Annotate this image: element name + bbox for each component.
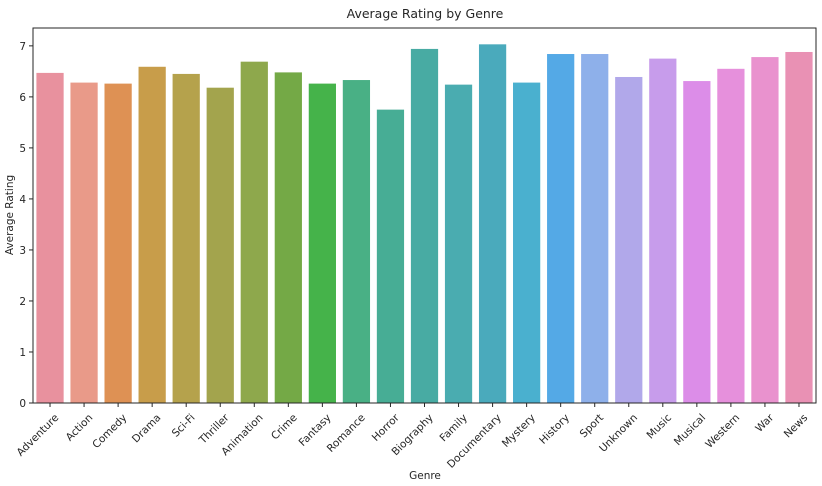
y-axis-ticks: 0 1 2 3 4 5 6 7 [19, 41, 33, 410]
x-tick-label: Family [437, 412, 469, 444]
x-tick-label: Mystery [500, 412, 538, 450]
chart-title: Average Rating by Genre [347, 6, 504, 21]
bar-action [70, 82, 98, 404]
x-tick-label: Sci-Fi [170, 412, 198, 440]
y-tick-label: 3 [19, 245, 26, 257]
x-tick-label: Western [703, 412, 742, 451]
bar-crime [274, 72, 302, 403]
bar-sci-fi [172, 73, 200, 403]
y-tick-label: 7 [19, 41, 26, 53]
x-tick-label: War [753, 411, 776, 434]
bar-family [444, 84, 473, 403]
x-axis-title: Genre [409, 470, 441, 482]
bar-biography [410, 48, 439, 403]
x-tick-label: Music [645, 412, 675, 442]
bar-sport [581, 54, 609, 403]
x-tick-label: Crime [269, 412, 300, 443]
x-tick-label: Drama [130, 412, 164, 446]
bar-news [785, 51, 813, 404]
x-tick-label: Action [64, 412, 96, 444]
x-tick-label: Comedy [90, 412, 129, 451]
bar-western [717, 68, 745, 403]
y-axis-title: Average Rating [4, 175, 16, 255]
x-tick-label: News [782, 412, 811, 441]
bar-history [547, 54, 575, 403]
bars-group [36, 44, 813, 404]
x-tick-label: Horror [370, 411, 403, 444]
bar-romance [342, 80, 371, 403]
x-tick-label: History [537, 412, 572, 447]
x-tick-label: Sport [578, 412, 606, 440]
bar-documentary [478, 44, 507, 403]
bar-musical [683, 81, 711, 404]
bar-war [751, 57, 779, 403]
y-tick-label: 2 [19, 296, 26, 308]
y-tick-label: 4 [19, 194, 26, 206]
x-tick-label: Adventure [14, 412, 61, 459]
y-tick-label: 1 [19, 347, 26, 359]
y-tick-label: 5 [19, 143, 26, 155]
bar-comedy [104, 83, 132, 403]
bar-mystery [513, 82, 541, 404]
bar-adventure [36, 72, 64, 404]
bar-fantasy [308, 83, 336, 403]
y-tick-label: 6 [19, 92, 26, 104]
bar-drama [138, 66, 166, 403]
bar-music [649, 58, 677, 403]
bar-thriller [206, 87, 234, 403]
bar-unknown [615, 76, 643, 404]
y-tick-label: 0 [19, 398, 26, 410]
bar-horror [376, 109, 405, 403]
bar-animation [240, 61, 268, 404]
